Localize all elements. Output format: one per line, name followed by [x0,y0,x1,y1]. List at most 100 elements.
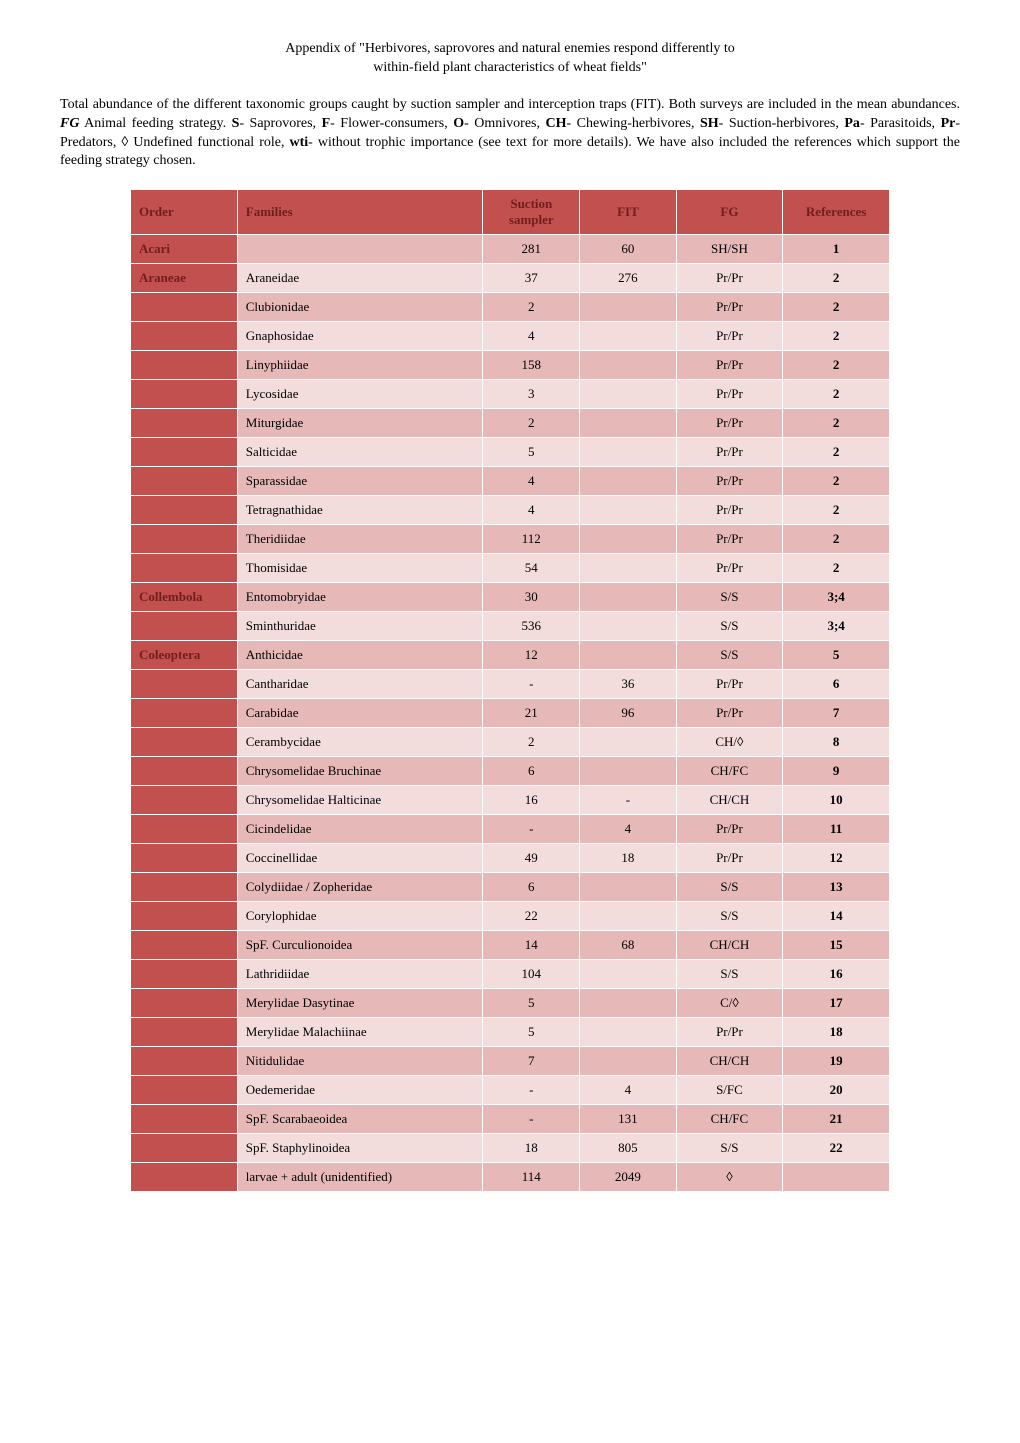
cell-order [131,293,238,322]
table-row: Nitidulidae7CH/CH19 [131,1047,890,1076]
cell-references: 18 [783,1018,890,1047]
cell-fg: CH/CH [676,931,783,960]
cell-fg: Pr/Pr [676,525,783,554]
cell-fit [580,612,677,641]
appendix-title: Appendix of "Herbivores, saprovores and … [60,40,960,78]
table-row: Colydiidae / Zopheridae6 S/S13 [131,873,890,902]
table-row: Corylophidae22S/S14 [131,902,890,931]
cell-suction: 6 [483,873,580,902]
cell-references: 2 [783,554,890,583]
cell-references: 14 [783,902,890,931]
cell-order [131,1134,238,1163]
cell-fg: ◊ [676,1163,783,1192]
cell-suction: 37 [483,264,580,293]
cell-families: Linyphiidae [237,351,483,380]
cell-families: Gnaphosidae [237,322,483,351]
cell-order [131,496,238,525]
table-header-row: Order Families Suction sampler FIT FG Re… [131,190,890,235]
cell-fit: 36 [580,670,677,699]
cell-fg: Pr/Pr [676,351,783,380]
cell-suction: 3 [483,380,580,409]
table-row: Tetragnathidae4Pr/Pr2 [131,496,890,525]
table-row: Clubionidae2Pr/Pr2 [131,293,890,322]
cell-fg: Pr/Pr [676,554,783,583]
cell-fg: Pr/Pr [676,496,783,525]
cell-families: Merylidae Malachiinae [237,1018,483,1047]
cell-references: 16 [783,960,890,989]
cell-fit [580,873,677,902]
cell-references: 2 [783,525,890,554]
cell-fit [580,641,677,670]
cell-families: Tetragnathidae [237,496,483,525]
table-row: Merylidae Dasytinae5C/◊17 [131,989,890,1018]
cell-order [131,728,238,757]
table-row: Thomisidae54Pr/Pr2 [131,554,890,583]
table-row: Cantharidae-36Pr/Pr6 [131,670,890,699]
cell-order [131,931,238,960]
cell-fit: - [580,786,677,815]
cell-order [131,1018,238,1047]
table-row: SpF. Staphylinoidea18805S/S22 [131,1134,890,1163]
table-row: Chrysomelidae Bruchinae6CH/FC9 [131,757,890,786]
cell-fg: Pr/Pr [676,438,783,467]
cell-order [131,612,238,641]
cell-families: Oedemeridae [237,1076,483,1105]
cell-order [131,844,238,873]
cell-suction: - [483,670,580,699]
intro-paragraph: Total abundance of the different taxonom… [60,96,960,172]
header-families: Families [237,190,483,235]
cell-references: 2 [783,264,890,293]
cell-fit [580,728,677,757]
cell-families: Coccinellidae [237,844,483,873]
cell-suction: 5 [483,1018,580,1047]
cell-references: 19 [783,1047,890,1076]
cell-families: SpF. Scarabaeoidea [237,1105,483,1134]
table-row: larvae + adult (unidentified)1142049◊ [131,1163,890,1192]
cell-references: 2 [783,380,890,409]
table-row: Oedemeridae-4S/FC20 [131,1076,890,1105]
header-fg: FG [676,190,783,235]
cell-order: Acari [131,235,238,264]
cell-fg: S/S [676,641,783,670]
cell-references: 2 [783,293,890,322]
cell-fit [580,1047,677,1076]
cell-order [131,670,238,699]
cell-suction: 5 [483,989,580,1018]
cell-references: 20 [783,1076,890,1105]
cell-fg: Pr/Pr [676,670,783,699]
cell-fit: 68 [580,931,677,960]
cell-references: 6 [783,670,890,699]
cell-fit [580,1018,677,1047]
cell-fg: Pr/Pr [676,380,783,409]
cell-fg: Pr/Pr [676,1018,783,1047]
cell-references: 21 [783,1105,890,1134]
cell-families: Colydiidae / Zopheridae [237,873,483,902]
table-row: Gnaphosidae4Pr/Pr2 [131,322,890,351]
cell-families [237,235,483,264]
cell-families: Sparassidae [237,467,483,496]
cell-references: 13 [783,873,890,902]
table-row: Lathridiidae104S/S16 [131,960,890,989]
table-row: Coccinellidae4918Pr/Pr12 [131,844,890,873]
cell-references: 10 [783,786,890,815]
cell-suction: 18 [483,1134,580,1163]
cell-families: Thomisidae [237,554,483,583]
table-row: Acari28160SH/SH1 [131,235,890,264]
cell-fg: Pr/Pr [676,409,783,438]
table-row: Chrysomelidae Halticinae16-CH/CH10 [131,786,890,815]
cell-order [131,467,238,496]
cell-order [131,554,238,583]
cell-references [783,1163,890,1192]
cell-fg: Pr/Pr [676,467,783,496]
cell-fg: S/S [676,583,783,612]
cell-references: 15 [783,931,890,960]
cell-fit [580,380,677,409]
cell-fit [580,757,677,786]
table-row: Cerambycidae2CH/◊8 [131,728,890,757]
cell-families: Sminthuridae [237,612,483,641]
cell-families: Chrysomelidae Halticinae [237,786,483,815]
cell-families: Nitidulidae [237,1047,483,1076]
cell-fg: S/S [676,873,783,902]
table-row: ColeopteraAnthicidae12S/S5 [131,641,890,670]
cell-families: Miturgidae [237,409,483,438]
